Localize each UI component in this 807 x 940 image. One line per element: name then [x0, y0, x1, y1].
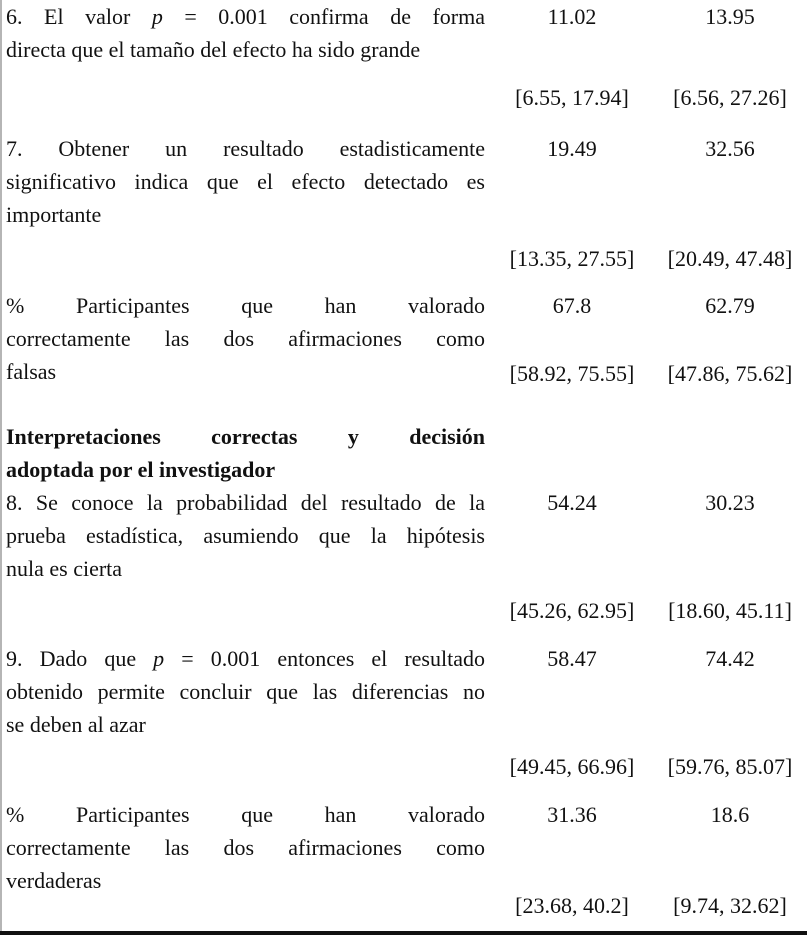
value-group1: 19.49 [547, 136, 597, 161]
label-text: directa que el tamaño del efecto ha sido… [6, 37, 421, 62]
label-line: significativo indica que el efecto detec… [6, 165, 485, 198]
label-text: importante [6, 202, 102, 227]
value-group1: 11.02 [547, 4, 597, 29]
row-label: 8. Se conoce la probabilidad del resulta… [6, 486, 485, 585]
ci-group1: [45.26, 62.95] [509, 598, 635, 623]
label-line: se deben al azar [6, 708, 485, 741]
table-left-border [0, 0, 2, 932]
value-group2: 62.79 [705, 293, 755, 318]
label-text: prueba estadística, asumiendo que la hip… [6, 523, 485, 548]
row-label: 9. Dado que p = 0.001 entonces el result… [6, 642, 485, 741]
label-text: % Participantes que han valorado [6, 802, 485, 827]
label-line: correctamente las dos afirmaciones como [6, 322, 485, 355]
label-line: adoptada por el investigador [6, 453, 485, 486]
row-label: 6. El valor p = 0.001 confirma de forma d… [6, 0, 485, 66]
row-label: % Participantes que han valorado correcta… [6, 798, 485, 897]
italic-p: p [151, 4, 163, 29]
value-group2: 74.42 [705, 646, 755, 671]
ci-group2: [18.60, 45.11] [668, 598, 792, 623]
label-line: verdaderas [6, 864, 485, 897]
label-line: directa que el tamaño del efecto ha sido… [6, 33, 485, 66]
label-text: = 0.001 confirma de forma [162, 4, 485, 29]
label-text: verdaderas [6, 868, 102, 893]
label-text: % Participantes que han valorado [6, 293, 485, 318]
section-heading: Interpretaciones correctas y decisión ado… [6, 420, 485, 486]
value-group2: 13.95 [705, 4, 755, 29]
ci-group2: [59.76, 85.07] [667, 754, 793, 779]
label-text: falsas [6, 359, 57, 384]
value-group2: 32.56 [705, 136, 755, 161]
label-line: 9. Dado que p = 0.001 entonces el result… [6, 642, 485, 675]
ci-group1: [58.92, 75.55] [509, 361, 635, 386]
label-line: % Participantes que han valorado [6, 289, 485, 322]
ci-group2: [20.49, 47.48] [667, 246, 793, 271]
ci-group1: [13.35, 27.55] [509, 246, 635, 271]
label-text: 6. El valor [6, 4, 152, 29]
ci-group2: [6.56, 27.26] [673, 85, 787, 110]
label-line: prueba estadística, asumiendo que la hip… [6, 519, 485, 552]
ci-group2: [47.86, 75.62] [667, 361, 793, 386]
label-text: nula es cierta [6, 556, 123, 581]
label-line: 7. Obtener un resultado estadisticamente [6, 132, 485, 165]
label-line: 6. El valor p = 0.001 confirma de forma [6, 0, 485, 33]
row-label: % Participantes que han valorado correcta… [6, 289, 485, 388]
label-text: se deben al azar [6, 712, 146, 737]
label-text: Interpretaciones correctas y decisión [6, 424, 485, 449]
value-group2: 18.6 [710, 802, 750, 827]
ci-group2: [9.74, 32.62] [673, 893, 787, 918]
ci-group1: [49.45, 66.96] [509, 754, 635, 779]
value-group1: 31.36 [547, 802, 597, 827]
label-text: correctamente las dos afirmaciones como [6, 835, 485, 860]
value-group1: 58.47 [547, 646, 597, 671]
value-group1: 67.8 [552, 293, 592, 318]
label-text: = 0.001 entonces el resultado [164, 646, 485, 671]
ci-group1: [23.68, 40.2] [515, 893, 629, 918]
table-bottom-rule [0, 931, 807, 935]
label-line: correctamente las dos afirmaciones como [6, 831, 485, 864]
label-text: 8. Se conoce la probabilidad del resulta… [6, 490, 485, 515]
label-line: Interpretaciones correctas y decisión [6, 420, 485, 453]
label-text: significativo indica que el efecto detec… [6, 169, 485, 194]
label-line: nula es cierta [6, 552, 485, 585]
ci-group1: [6.55, 17.94] [515, 85, 629, 110]
italic-p: p [153, 646, 165, 671]
value-group2: 30.23 [705, 490, 755, 515]
label-text: obtenido permite concluir que las difere… [6, 679, 485, 704]
label-line: obtenido permite concluir que las difere… [6, 675, 485, 708]
label-line: 8. Se conoce la probabilidad del resulta… [6, 486, 485, 519]
row-label: 7. Obtener un resultado estadisticamente… [6, 132, 485, 231]
label-line: % Participantes que han valorado [6, 798, 485, 831]
label-line: importante [6, 198, 485, 231]
label-text: 9. Dado que [6, 646, 154, 671]
label-text: 7. Obtener un resultado estadisticamente [6, 136, 485, 161]
value-group1: 54.24 [547, 490, 597, 515]
label-text: correctamente las dos afirmaciones como [6, 326, 485, 351]
label-line: falsas [6, 355, 485, 388]
label-text: adoptada por el investigador [6, 457, 276, 482]
